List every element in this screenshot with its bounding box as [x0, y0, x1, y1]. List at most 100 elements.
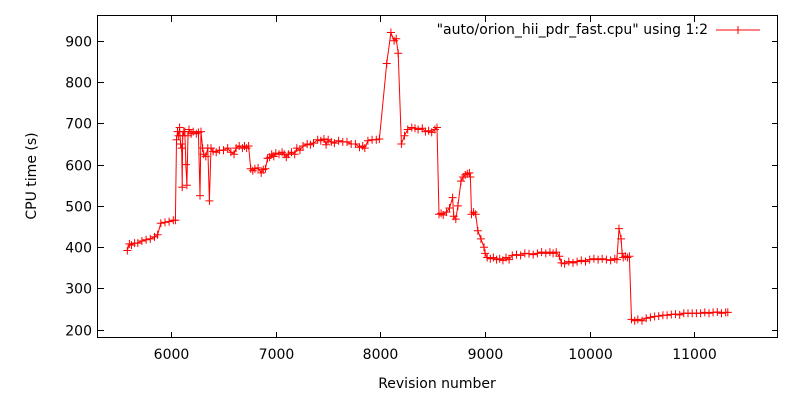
data-point — [197, 127, 205, 136]
data-point — [142, 235, 151, 244]
y-tick-label: 500 — [65, 200, 92, 216]
data-point — [717, 309, 726, 318]
data-point — [394, 49, 403, 58]
data-point — [445, 204, 454, 212]
data-point — [421, 127, 430, 136]
data-point — [343, 137, 351, 146]
data-point — [263, 154, 272, 163]
series-line — [126, 32, 728, 322]
x-axis: 6000 7000 8000 9000 10000 11000 — [154, 16, 717, 363]
x-tick-label: 8000 — [363, 347, 399, 363]
data-point — [414, 125, 423, 134]
data-point — [508, 251, 517, 260]
legend-label: "auto/orion_hii_pdr_fast.cpu" using 1:2 — [437, 22, 708, 38]
data-point — [700, 308, 709, 317]
data-point — [537, 248, 546, 257]
data-point — [459, 173, 468, 181]
data-point — [271, 149, 280, 158]
data-point — [257, 168, 266, 177]
data-point — [642, 314, 651, 323]
data-point — [161, 218, 169, 227]
data-point — [598, 254, 607, 263]
data-point — [254, 163, 263, 172]
data-point — [552, 248, 561, 257]
data-point — [560, 259, 569, 268]
data-point — [165, 217, 174, 226]
data-point — [617, 234, 626, 243]
data-point — [471, 210, 480, 219]
data-point — [153, 230, 162, 239]
data-point — [476, 234, 485, 243]
data-point — [259, 165, 268, 174]
data-point — [555, 252, 564, 261]
data-point — [512, 250, 521, 259]
data-point — [261, 164, 270, 173]
y-tick-label: 800 — [65, 76, 92, 92]
data-point — [646, 313, 655, 322]
data-point — [696, 309, 705, 318]
data-point — [137, 237, 146, 245]
data-point — [123, 246, 132, 255]
x-tick-label: 7000 — [259, 347, 295, 363]
data-point — [480, 243, 488, 252]
data-point — [382, 59, 391, 68]
data-point — [448, 193, 457, 202]
data-point — [473, 226, 482, 235]
data-point — [516, 251, 525, 260]
data-point — [469, 208, 478, 217]
data-point — [375, 135, 384, 143]
data-point — [351, 140, 360, 148]
data-point — [156, 219, 165, 228]
data-point — [360, 144, 369, 153]
data-point — [602, 255, 611, 264]
data-point — [299, 142, 307, 150]
data-point — [638, 316, 646, 325]
data-point — [358, 142, 367, 150]
data-point — [525, 249, 533, 258]
x-tick-label: 9000 — [468, 347, 504, 363]
data-point — [269, 152, 278, 161]
data-point — [146, 234, 155, 243]
data-point — [612, 255, 621, 264]
data-point — [541, 249, 550, 258]
data-point — [465, 168, 474, 177]
data-point — [594, 255, 603, 264]
series — [123, 28, 732, 325]
data-point — [278, 148, 287, 157]
y-tick-label: 200 — [65, 324, 92, 340]
data-point — [180, 127, 189, 136]
data-point — [581, 257, 590, 266]
y-tick-label: 600 — [65, 159, 92, 175]
data-point — [625, 252, 634, 261]
data-point — [663, 311, 672, 320]
data-point — [569, 258, 577, 267]
data-point — [453, 201, 462, 210]
data-point — [171, 216, 180, 225]
data-point — [407, 123, 416, 132]
data-point — [205, 196, 214, 205]
data-point — [397, 140, 406, 148]
x-tick-label: 6000 — [154, 347, 190, 363]
data-point — [481, 249, 490, 258]
data-point — [723, 308, 732, 317]
data-point — [585, 255, 594, 264]
data-point — [219, 146, 228, 155]
data-point — [623, 253, 632, 262]
data-point — [199, 150, 208, 159]
data-point — [295, 146, 304, 155]
data-point — [177, 144, 186, 153]
data-point — [489, 253, 498, 262]
x-tick-label: 11000 — [672, 347, 717, 363]
data-point — [671, 310, 680, 319]
data-point — [185, 125, 193, 134]
data-point — [392, 34, 401, 43]
data-point — [309, 139, 318, 148]
data-point — [125, 239, 134, 248]
plot-frame — [97, 15, 778, 338]
data-point — [713, 308, 722, 316]
data-point — [435, 210, 443, 219]
y-tick-label: 900 — [65, 35, 92, 51]
data-point — [633, 315, 642, 324]
